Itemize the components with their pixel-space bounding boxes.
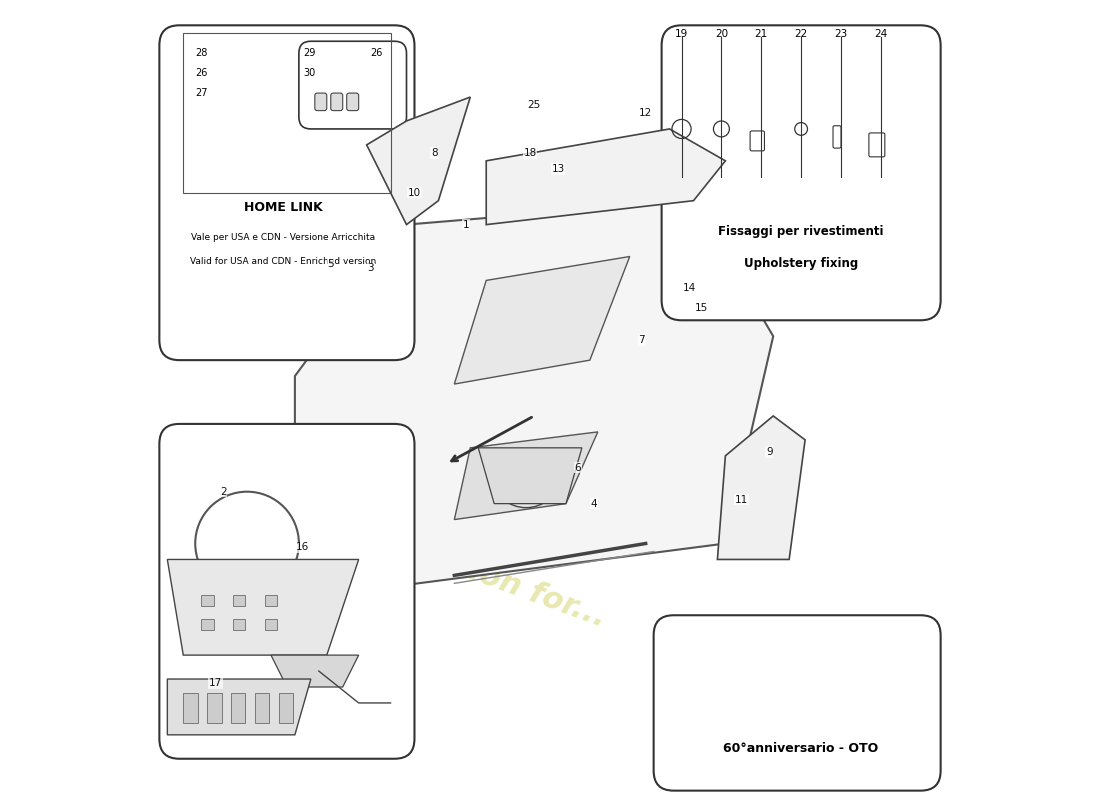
Bar: [201, 595, 213, 606]
Bar: [233, 595, 245, 606]
Text: Fissaggi per rivestimenti: Fissaggi per rivestimenti: [718, 225, 884, 238]
Bar: [279, 693, 294, 723]
Bar: [233, 619, 245, 630]
Text: 29: 29: [302, 48, 316, 58]
Text: Vale per USA e CDN - Versione Arricchita: Vale per USA e CDN - Versione Arricchita: [191, 233, 375, 242]
FancyBboxPatch shape: [299, 42, 407, 129]
Text: 26: 26: [195, 68, 208, 78]
Text: 11: 11: [735, 494, 748, 505]
Text: 12: 12: [639, 108, 652, 118]
FancyBboxPatch shape: [653, 615, 940, 790]
Polygon shape: [366, 97, 471, 225]
Ellipse shape: [494, 452, 558, 508]
Polygon shape: [717, 416, 805, 559]
Text: 19: 19: [675, 30, 689, 39]
Text: 23: 23: [835, 30, 848, 39]
Text: 17: 17: [209, 678, 222, 688]
Text: Valid for USA and CDN - Enriched version: Valid for USA and CDN - Enriched version: [190, 257, 376, 266]
Bar: [265, 619, 277, 630]
Text: 15: 15: [695, 303, 708, 314]
Text: 20: 20: [715, 30, 728, 39]
Text: 21: 21: [755, 30, 768, 39]
Polygon shape: [271, 655, 359, 687]
Polygon shape: [486, 129, 725, 225]
Bar: [184, 693, 198, 723]
Text: 1: 1: [463, 220, 470, 230]
Text: 7: 7: [638, 335, 645, 346]
FancyBboxPatch shape: [346, 93, 359, 110]
Text: 26: 26: [371, 48, 383, 58]
Text: 18: 18: [524, 148, 537, 158]
Text: 3: 3: [367, 263, 374, 274]
Text: 8: 8: [431, 148, 438, 158]
Text: 16: 16: [296, 542, 309, 553]
Text: a passion for...: a passion for...: [362, 518, 611, 632]
Polygon shape: [478, 448, 582, 504]
Text: 30: 30: [302, 68, 315, 78]
Text: 28: 28: [195, 48, 208, 58]
Text: 6: 6: [574, 462, 581, 473]
Bar: [265, 595, 277, 606]
Text: 24: 24: [874, 30, 888, 39]
Text: 4: 4: [591, 498, 597, 509]
Bar: [231, 693, 245, 723]
Text: 22: 22: [794, 30, 807, 39]
FancyBboxPatch shape: [160, 26, 415, 360]
Polygon shape: [167, 559, 359, 655]
Text: 60°anniversario - OTO: 60°anniversario - OTO: [724, 742, 879, 754]
Text: 9: 9: [766, 447, 772, 457]
Polygon shape: [167, 679, 311, 735]
Text: 25: 25: [527, 100, 541, 110]
Text: HOME LINK: HOME LINK: [243, 201, 322, 214]
FancyBboxPatch shape: [331, 93, 343, 110]
Text: 5: 5: [328, 259, 334, 270]
Bar: [207, 693, 221, 723]
Text: 14: 14: [683, 283, 696, 294]
Text: 27: 27: [195, 88, 208, 98]
Polygon shape: [295, 201, 773, 599]
FancyBboxPatch shape: [661, 26, 940, 320]
Polygon shape: [454, 257, 629, 384]
Text: Upholstery fixing: Upholstery fixing: [744, 257, 858, 270]
Text: 10: 10: [408, 188, 421, 198]
Bar: [201, 619, 213, 630]
Text: 2: 2: [220, 486, 227, 497]
FancyBboxPatch shape: [315, 93, 327, 110]
Text: 13: 13: [551, 164, 564, 174]
Bar: [255, 693, 270, 723]
Polygon shape: [454, 432, 597, 519]
FancyBboxPatch shape: [160, 424, 415, 758]
